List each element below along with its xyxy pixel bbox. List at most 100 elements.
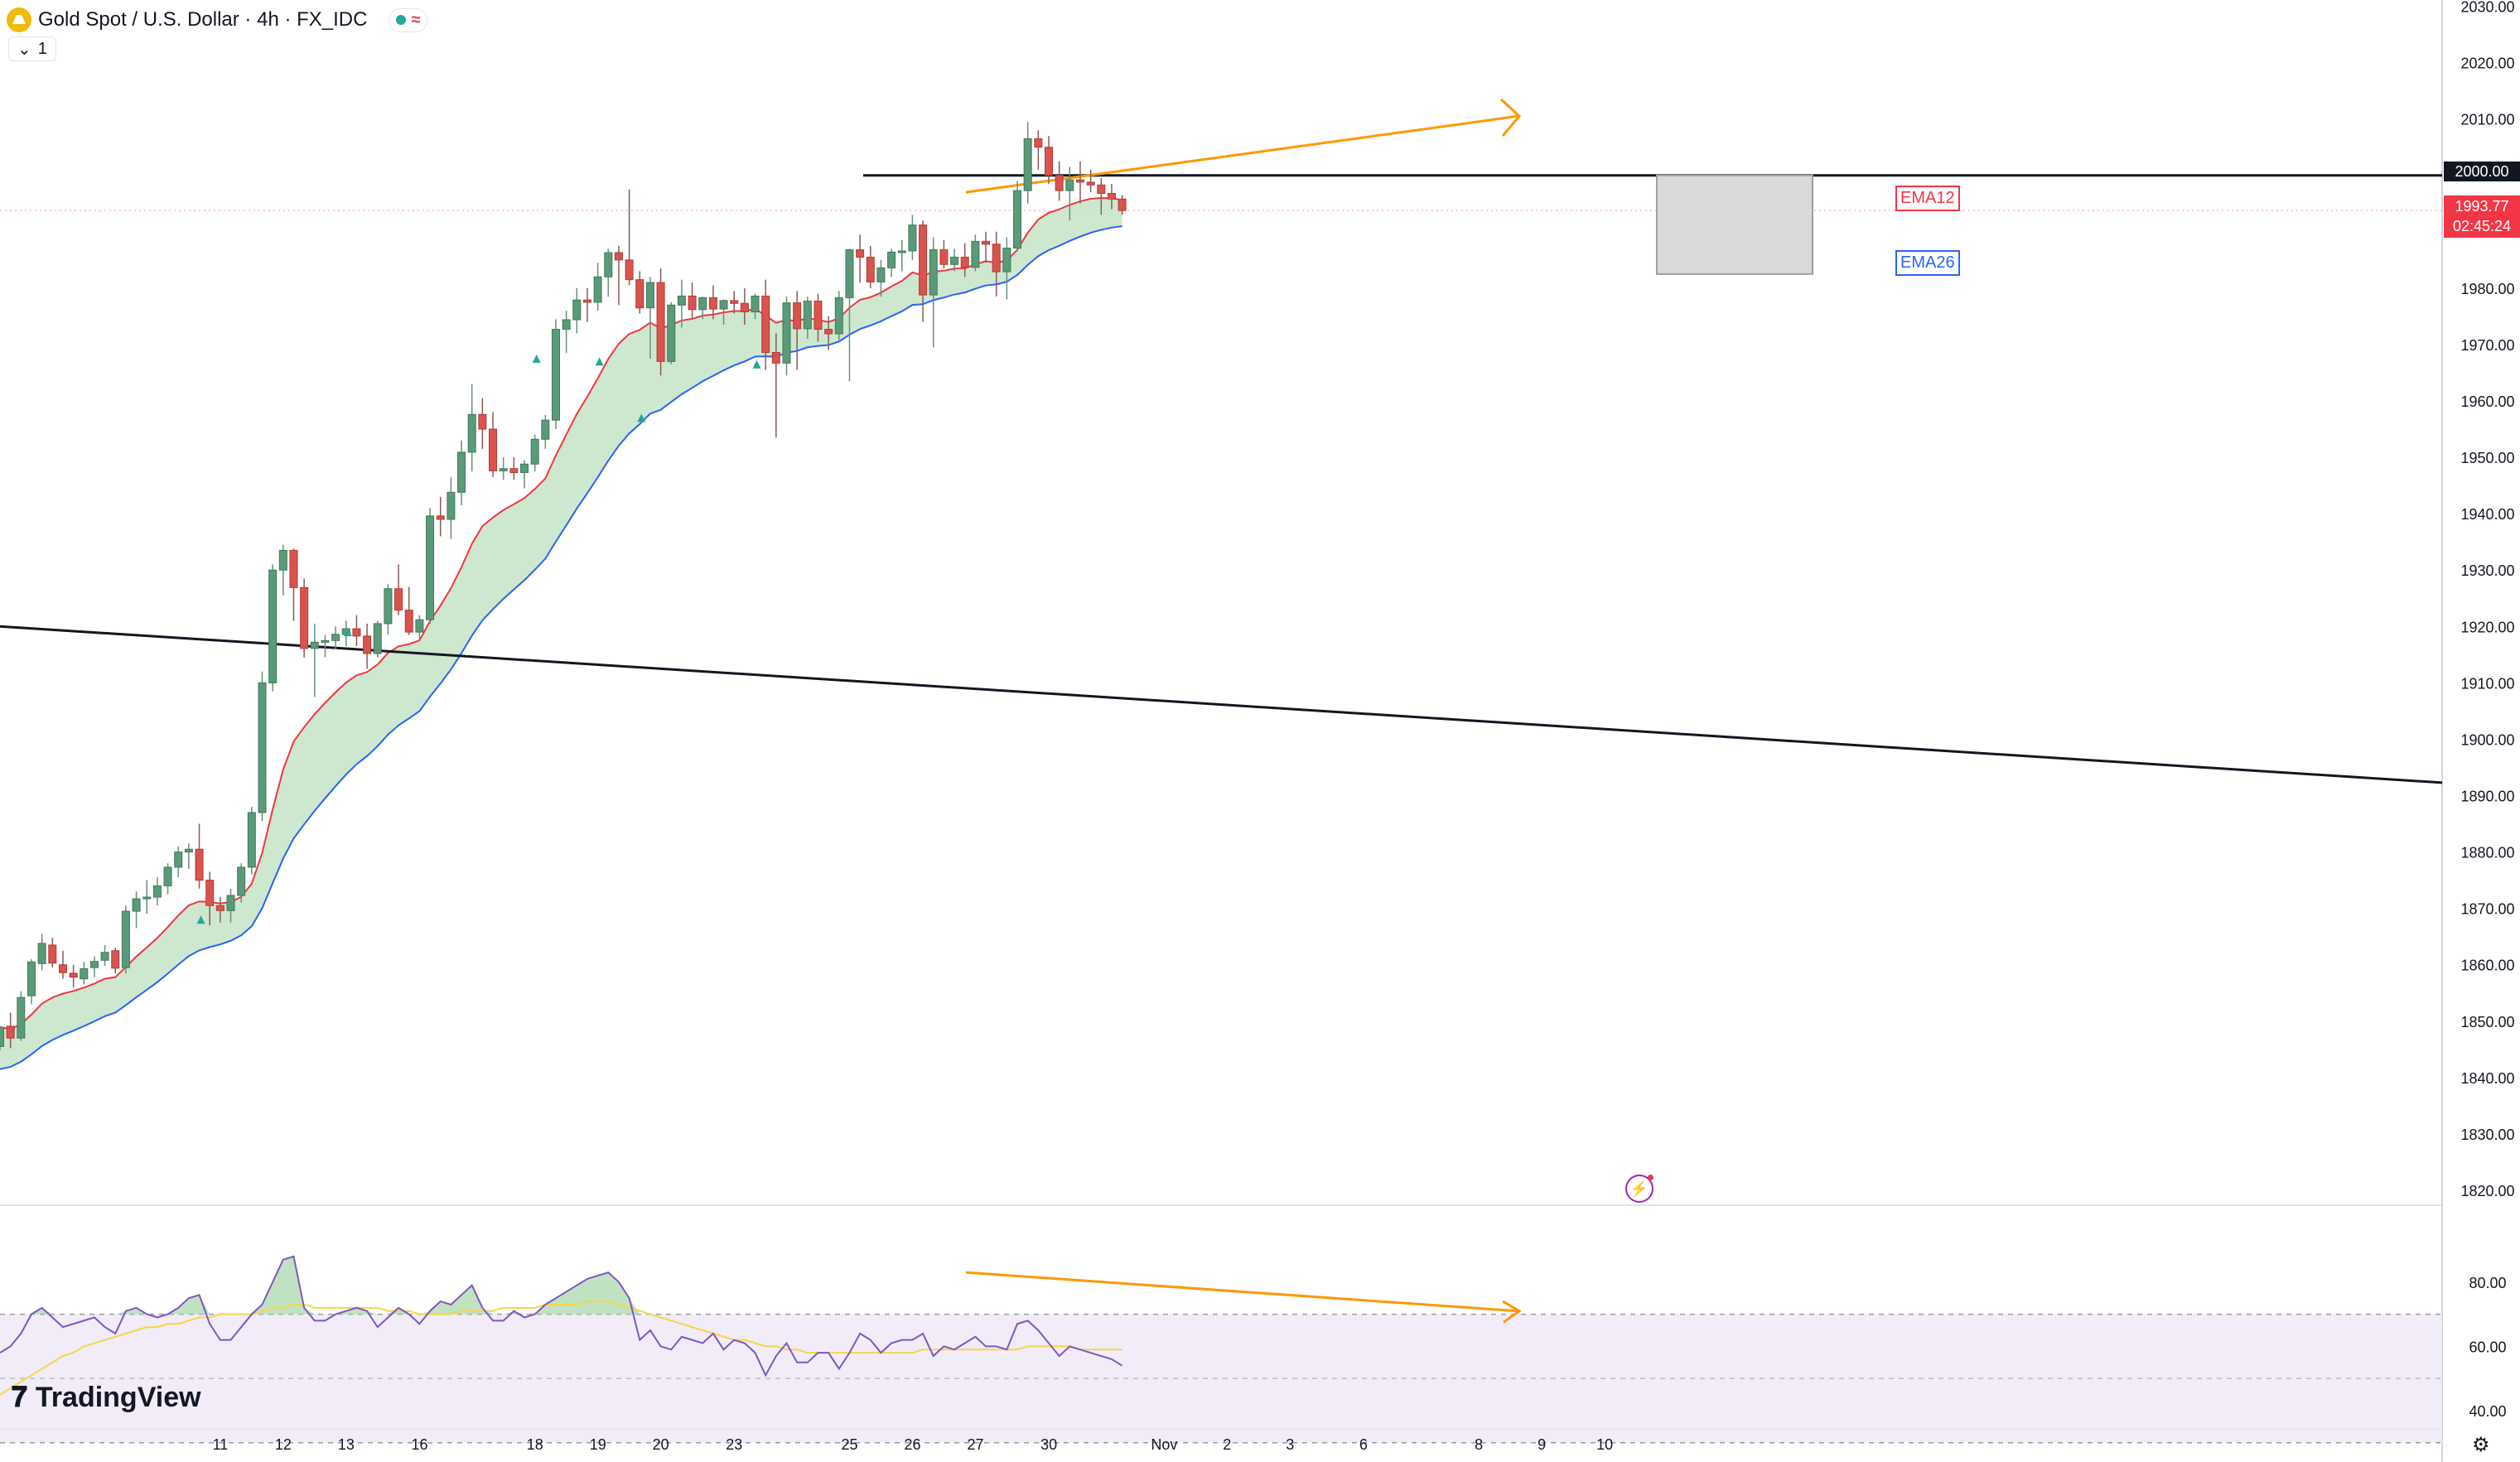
price-tick-label: 1980.00 — [2460, 281, 2514, 297]
candle — [426, 508, 435, 624]
candle-body — [384, 588, 393, 625]
candle — [278, 544, 287, 596]
signal-marker-icon — [343, 628, 352, 637]
candle-body — [27, 961, 36, 996]
candle — [237, 863, 246, 903]
candle-body — [929, 249, 938, 296]
candle-body — [1002, 248, 1011, 273]
price-tick-label: 1970.00 — [2460, 337, 2514, 354]
time-tick-label: 11 — [213, 1436, 229, 1453]
candle — [761, 279, 770, 370]
candle-body — [237, 866, 246, 896]
candle-body — [289, 549, 298, 588]
candle — [992, 231, 1001, 297]
candle — [530, 434, 539, 472]
candle-body — [404, 610, 413, 633]
candle-body — [132, 898, 141, 912]
candle — [467, 384, 476, 472]
candle — [887, 248, 896, 277]
symbol-legend[interactable]: Gold Spot / U.S. Dollar · 4h · FX_IDC ≈ — [7, 5, 428, 35]
candle-body — [363, 635, 372, 654]
candle — [950, 248, 959, 272]
price-tick-label: 1920.00 — [2460, 619, 2514, 635]
settings-gear-icon[interactable]: ⚙ — [2472, 1434, 2490, 1456]
candle-body — [803, 301, 812, 330]
last-price-value: 1993.77 — [2455, 198, 2509, 215]
candle — [771, 333, 780, 438]
market-open-icon — [396, 15, 407, 25]
signal-marker-icon — [196, 915, 205, 924]
price-tick-label: 2020.00 — [2460, 55, 2514, 72]
signal-marker-icon — [752, 359, 761, 369]
candle — [551, 319, 560, 430]
candle-body — [562, 319, 571, 331]
candle — [58, 950, 67, 979]
candle-body — [645, 282, 654, 309]
rsi-divergence-arrow — [965, 1271, 1518, 1313]
candle-body — [17, 996, 26, 1039]
candle — [509, 457, 519, 480]
candle — [184, 843, 193, 870]
tradingview-mark-icon: 𝟕 — [12, 1382, 27, 1413]
time-tick-label: 23 — [726, 1436, 742, 1453]
level-price-tag: 2000.00 — [2444, 162, 2520, 181]
candle-body — [824, 329, 833, 335]
candle-body — [1045, 147, 1053, 176]
candle-body — [1065, 179, 1074, 191]
ema-cloud — [0, 197, 1122, 1070]
candle-body — [1097, 184, 1106, 195]
candle-body — [37, 943, 46, 964]
candle — [614, 245, 623, 306]
time-tick-label: 10 — [1596, 1436, 1613, 1453]
candle — [572, 287, 582, 334]
candle — [37, 934, 46, 971]
candle — [1065, 166, 1074, 221]
candle — [121, 905, 130, 973]
time-tick-label: 6 — [1359, 1436, 1368, 1453]
candle — [100, 944, 109, 967]
candle-body — [499, 468, 508, 471]
candle — [310, 623, 319, 697]
candle — [520, 460, 529, 489]
candle — [593, 263, 602, 311]
time-tick-label: 19 — [590, 1436, 606, 1453]
candle-body — [604, 252, 613, 277]
lightning-icon[interactable]: ⚡ — [1625, 1175, 1653, 1203]
price-tick-label: 1910.00 — [2460, 675, 2514, 692]
price-tick-label: 1840.00 — [2460, 1070, 2514, 1087]
candle-body — [719, 300, 728, 310]
candle-body — [520, 463, 529, 473]
candle — [80, 962, 89, 985]
time-tick-label: 25 — [842, 1436, 858, 1453]
candle — [929, 237, 938, 348]
candle-body — [708, 297, 717, 310]
candle — [69, 964, 78, 987]
candle — [698, 297, 707, 320]
candle — [499, 457, 508, 480]
candle — [908, 215, 917, 260]
candle-body — [908, 224, 917, 252]
candle-body — [215, 905, 224, 911]
candle — [436, 496, 445, 537]
collapse-indicators-button[interactable]: ⌄ 1 — [8, 36, 56, 61]
indicator-count: 1 — [37, 39, 47, 58]
candle-body — [48, 944, 57, 964]
ema26-line — [0, 225, 1122, 1070]
price-tick-label: 1870.00 — [2460, 901, 2514, 918]
price-tick-label: 1860.00 — [2460, 958, 2514, 974]
candle-body — [740, 302, 749, 312]
candle — [730, 291, 739, 314]
candle-body — [205, 880, 215, 906]
market-status-pill[interactable]: ≈ — [389, 7, 428, 32]
candle-body — [152, 885, 162, 898]
range-box — [1656, 174, 1813, 275]
trendline — [0, 625, 2443, 784]
candle — [415, 615, 424, 641]
time-tick-label: 9 — [1538, 1436, 1546, 1453]
candle-body — [373, 623, 382, 654]
candle — [363, 623, 372, 669]
candle — [845, 248, 854, 382]
candle-body — [541, 419, 550, 440]
candle — [163, 863, 172, 895]
